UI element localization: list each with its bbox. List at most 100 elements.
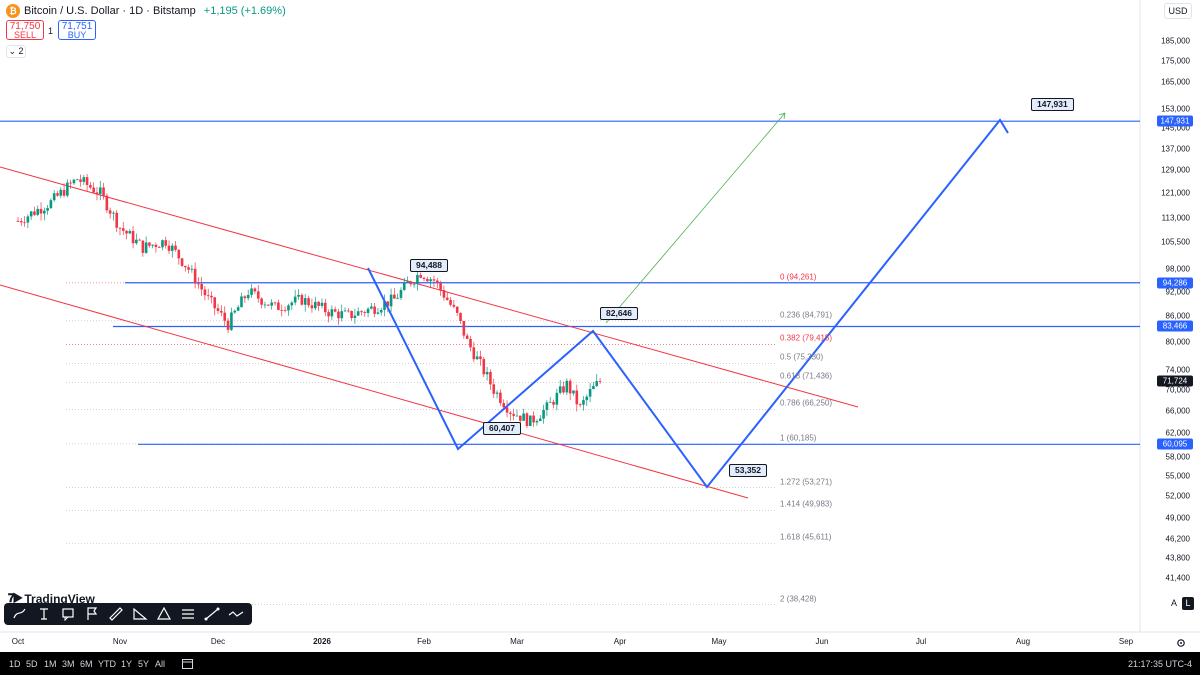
- path-icon[interactable]: [227, 605, 245, 623]
- clock[interactable]: 21:17:35 UTC-4: [1127, 659, 1192, 669]
- candle-body: [379, 310, 383, 313]
- candle-body: [588, 389, 592, 397]
- price-tick: 92,000: [1165, 287, 1190, 297]
- symbol-title: Bitcoin / U.S. Dollar · 1D · Bitstamp: [24, 5, 196, 17]
- candle-body: [206, 295, 210, 297]
- timeframe-button[interactable]: 1Y: [121, 659, 133, 669]
- time-tick: Sep: [1118, 637, 1134, 646]
- candle-body: [555, 392, 559, 405]
- candle-body: [366, 308, 370, 313]
- candle-body: [36, 208, 40, 215]
- timeframe-button[interactable]: 5Y: [138, 659, 150, 669]
- price-chart[interactable]: [0, 0, 1200, 652]
- candle-body: [79, 179, 82, 182]
- candle-body: [323, 302, 327, 313]
- target-arrow-head: [778, 112, 786, 120]
- price-tick: 165,000: [1161, 77, 1190, 87]
- candle-body: [393, 294, 396, 299]
- candle-body: [459, 312, 462, 321]
- candle-body: [270, 302, 273, 306]
- candle-body: [575, 390, 579, 405]
- timeframe-button[interactable]: 5D: [26, 659, 38, 669]
- price-callout[interactable]: 94,488: [410, 259, 448, 272]
- candle-body: [370, 306, 373, 309]
- timeframe-button[interactable]: All: [155, 659, 166, 669]
- price-tick: 113,000: [1161, 213, 1190, 223]
- candle-body: [320, 302, 324, 306]
- time-tick: Feb: [417, 637, 431, 646]
- flag-icon[interactable]: [83, 605, 101, 623]
- buy-button[interactable]: 71,751 BUY: [58, 20, 96, 40]
- currency-selector[interactable]: USD: [1164, 3, 1192, 19]
- candle-body: [350, 310, 353, 318]
- candle-body: [92, 187, 95, 193]
- price-tick: 46,200: [1165, 534, 1190, 544]
- fib-level-label: 1 (60,185): [780, 433, 817, 443]
- candle-body: [363, 312, 367, 313]
- candle-body: [330, 309, 334, 317]
- candle-body: [250, 288, 253, 295]
- candle-body: [552, 401, 555, 405]
- candle-body: [118, 227, 122, 229]
- timeframe-button[interactable]: 6M: [80, 659, 93, 669]
- price-callout[interactable]: 147,931: [1031, 98, 1074, 111]
- candle-body: [102, 187, 105, 196]
- candle-body: [327, 312, 330, 317]
- candle-body: [26, 216, 30, 223]
- sell-button[interactable]: 71,750 SELL: [6, 20, 44, 40]
- price-tick: 129,000: [1161, 165, 1190, 175]
- fib-level-label: 1.272 (53,271): [780, 477, 833, 487]
- fib-level-label: 0.618 (71,436): [780, 371, 833, 381]
- trend-line-icon[interactable]: [203, 605, 221, 623]
- text-cursor-icon[interactable]: [35, 605, 53, 623]
- triangle-icon[interactable]: [155, 605, 173, 623]
- buy-label: BUY: [67, 30, 87, 40]
- candle-body: [16, 221, 20, 222]
- channel-lower-line: [0, 284, 749, 499]
- price-callout[interactable]: 53,352: [729, 464, 767, 477]
- note-icon[interactable]: [59, 605, 77, 623]
- symbol-legend[interactable]: ₿ Bitcoin / U.S. Dollar · 1D · Bitstamp …: [6, 4, 286, 18]
- tradingview-logo: 𝟕▶ TradingView: [8, 591, 95, 606]
- timeframe-button[interactable]: 3M: [62, 659, 75, 669]
- brush-icon[interactable]: [11, 605, 29, 623]
- log-scale-button[interactable]: L: [1182, 597, 1194, 610]
- timeframe-button[interactable]: 1M: [44, 659, 57, 669]
- candle-body: [565, 380, 569, 393]
- candle-body: [135, 239, 138, 244]
- candle-body: [138, 239, 141, 241]
- candle-body: [542, 409, 545, 419]
- price-callout[interactable]: 60,407: [483, 422, 521, 435]
- price-callout[interactable]: 82,646: [600, 307, 638, 320]
- candle-body: [161, 240, 164, 248]
- fib-retracement-icon[interactable]: [179, 605, 197, 623]
- indicators-toggle[interactable]: ⌄ 2: [6, 45, 26, 58]
- price-tick: 137,000: [1161, 144, 1190, 154]
- candle-body: [333, 309, 337, 312]
- auto-scale-button[interactable]: A: [1170, 598, 1177, 608]
- calendar-range-icon[interactable]: [181, 657, 194, 670]
- candle-body: [151, 244, 154, 246]
- ruler-icon[interactable]: [107, 605, 125, 623]
- candle-body: [98, 187, 102, 195]
- candle-body: [307, 298, 310, 306]
- timeframe-button[interactable]: YTD: [98, 659, 116, 669]
- price-tick: 121,000: [1161, 188, 1190, 198]
- candle-body: [297, 294, 300, 297]
- settings-gear-icon[interactable]: [1176, 638, 1186, 648]
- candle-body: [469, 338, 472, 348]
- candle-body: [148, 242, 151, 246]
- candle-body: [197, 283, 200, 285]
- measure-icon[interactable]: [131, 605, 149, 623]
- candle-body: [412, 283, 416, 285]
- candle-body: [43, 210, 46, 214]
- bitcoin-icon: ₿: [6, 4, 20, 18]
- candle-body: [545, 402, 549, 410]
- timeframe-button[interactable]: 1D: [9, 659, 21, 669]
- drawing-toolbar: [4, 603, 252, 625]
- candle-body: [89, 184, 92, 188]
- price-tick: 41,400: [1165, 573, 1190, 583]
- candle-body: [52, 193, 56, 201]
- candle-body: [223, 312, 227, 321]
